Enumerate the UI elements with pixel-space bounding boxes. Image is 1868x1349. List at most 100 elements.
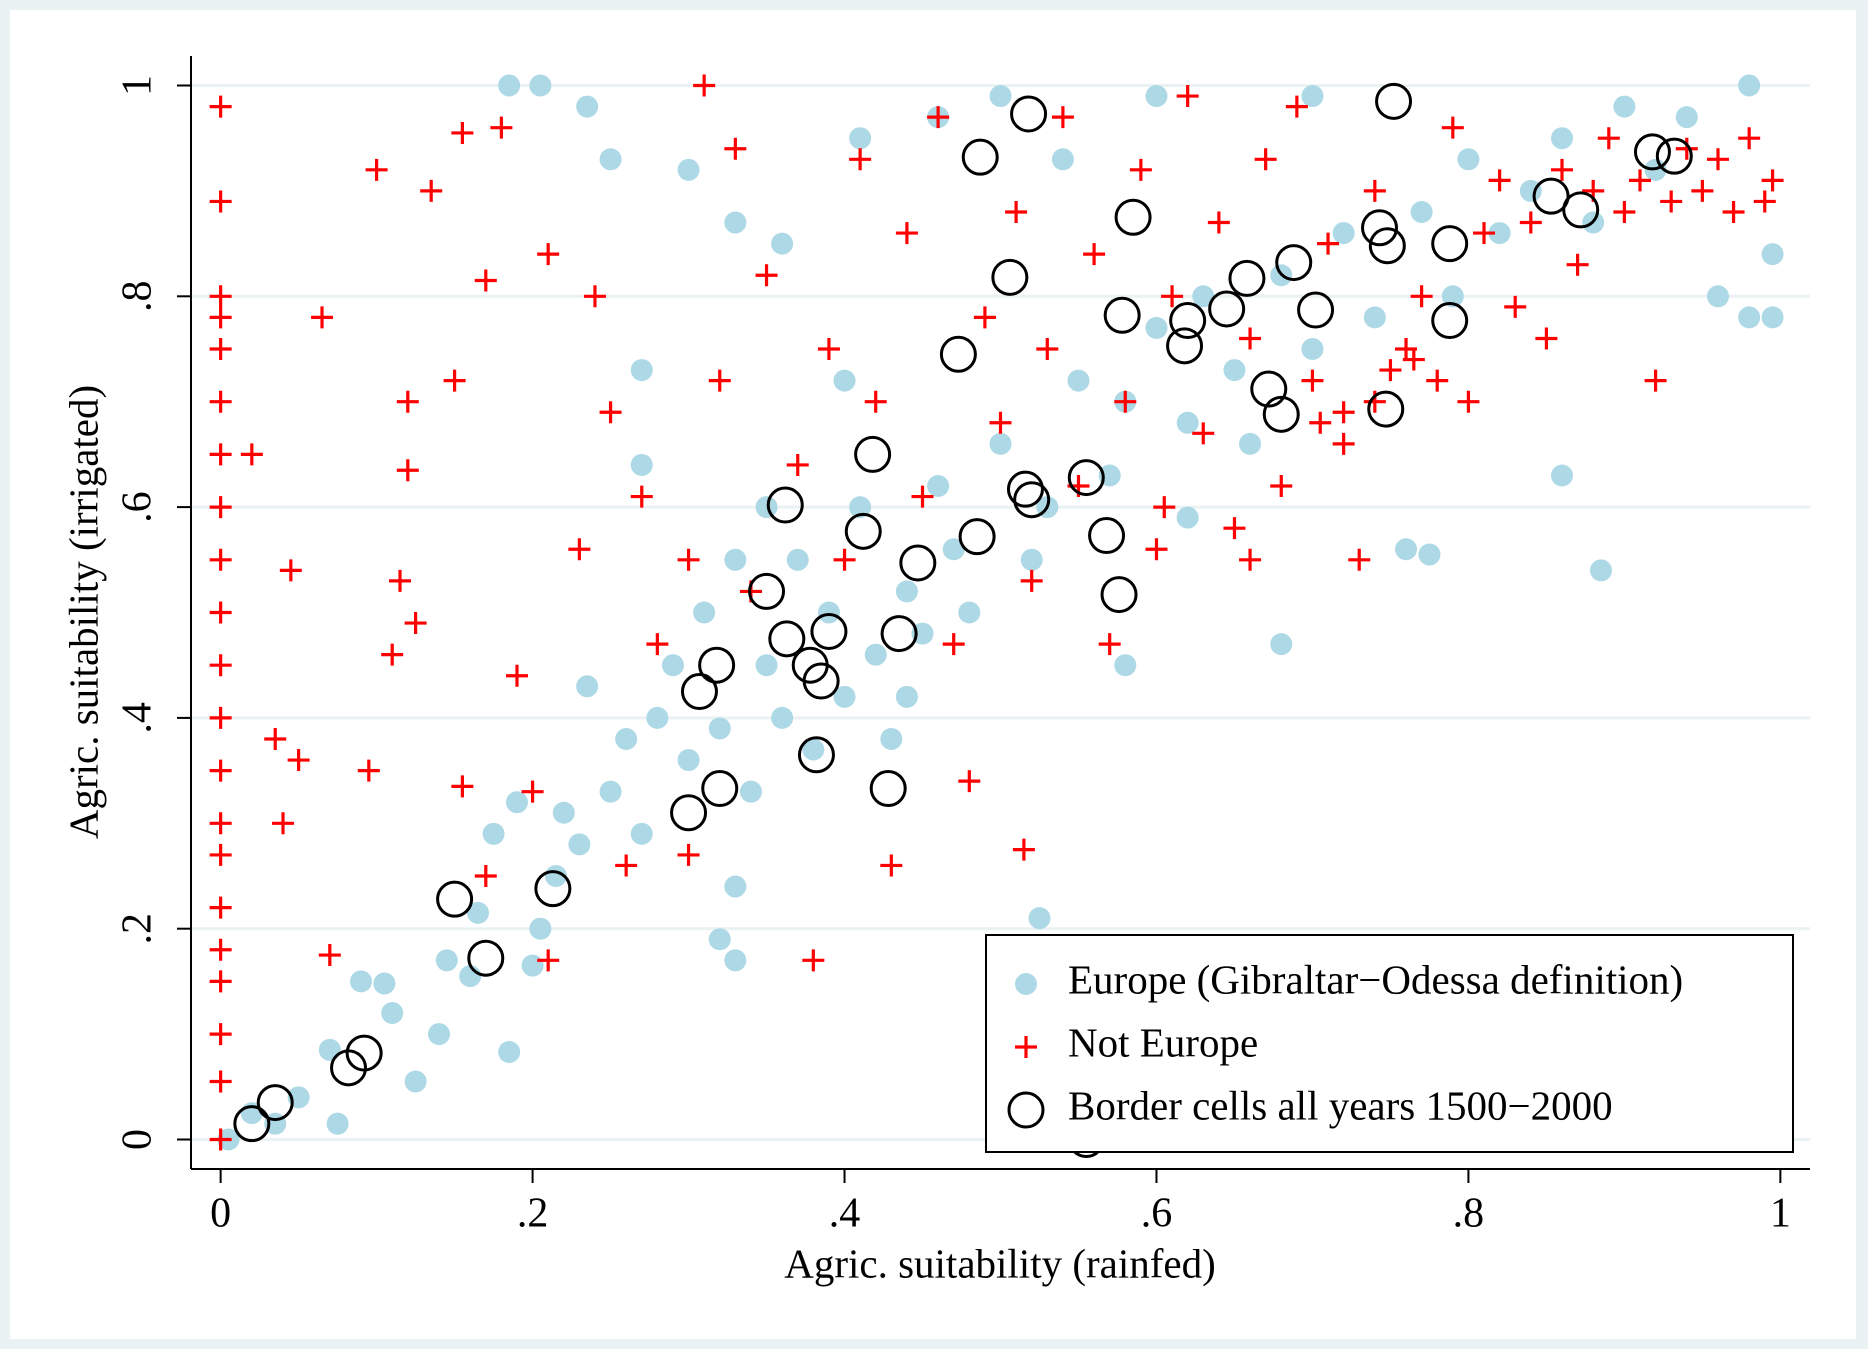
point <box>1270 475 1293 498</box>
point <box>209 654 232 677</box>
plus-marker <box>1535 327 1558 350</box>
point <box>1551 158 1573 181</box>
point <box>1535 327 1558 350</box>
point <box>1644 369 1667 392</box>
point <box>1013 481 1051 519</box>
plus-marker <box>209 285 232 308</box>
point <box>1761 169 1784 192</box>
point <box>1169 302 1207 340</box>
plus-marker <box>1348 548 1371 571</box>
point <box>1368 227 1406 265</box>
plus-marker <box>1660 190 1683 213</box>
point <box>1301 85 1324 108</box>
point <box>1367 390 1405 428</box>
point <box>630 485 653 508</box>
point <box>942 538 965 561</box>
point <box>1441 285 1464 308</box>
point <box>1738 127 1761 150</box>
plus-marker <box>209 390 232 413</box>
point <box>1020 548 1043 571</box>
plus-marker <box>505 664 528 687</box>
plus-marker <box>1706 148 1729 171</box>
y-axis-title: Agric. suitability (irrigated) <box>60 385 106 839</box>
plus-marker <box>1402 348 1425 371</box>
point <box>1332 222 1355 245</box>
point <box>739 780 762 803</box>
point <box>209 496 232 519</box>
point <box>1285 95 1308 118</box>
plus-marker <box>279 559 302 582</box>
x-tick-label: 1 <box>1770 1191 1791 1237</box>
point <box>1301 369 1324 392</box>
plus-marker <box>209 812 232 835</box>
point <box>350 970 373 993</box>
plus-marker <box>404 612 427 635</box>
point <box>1519 211 1542 234</box>
point <box>1254 148 1277 171</box>
plus-marker <box>724 137 747 160</box>
point <box>583 285 606 308</box>
plus-marker <box>209 1023 232 1046</box>
plus-marker <box>1015 1036 1037 1058</box>
point <box>942 633 965 656</box>
plus-marker <box>451 775 474 798</box>
plus-marker <box>209 843 232 866</box>
point <box>1363 179 1386 202</box>
point <box>1088 517 1126 555</box>
point <box>958 601 981 624</box>
plus-marker <box>1254 148 1277 171</box>
point <box>1504 295 1527 318</box>
legend-box <box>985 934 1794 1153</box>
point <box>1722 200 1745 223</box>
plus-marker <box>490 116 513 139</box>
plus-marker <box>1192 422 1215 445</box>
plus-marker <box>209 306 232 329</box>
plus-marker <box>973 306 996 329</box>
point <box>1753 190 1776 213</box>
point <box>989 411 1012 434</box>
point <box>537 949 560 972</box>
point <box>1418 543 1441 566</box>
plus-marker <box>833 548 856 571</box>
point <box>802 738 825 761</box>
point <box>615 727 638 750</box>
point <box>724 949 747 972</box>
plus-marker <box>396 390 419 413</box>
point <box>766 486 804 524</box>
point <box>474 269 497 292</box>
point <box>1532 177 1570 215</box>
point <box>1176 85 1199 108</box>
plus-marker <box>1566 253 1589 276</box>
plus-marker <box>443 369 466 392</box>
point <box>771 706 794 729</box>
point <box>1083 243 1106 266</box>
plus-marker <box>474 864 497 887</box>
plus-marker <box>1504 295 1527 318</box>
point <box>1028 907 1051 930</box>
plus-marker <box>209 654 232 677</box>
plus-marker <box>209 548 232 571</box>
point <box>895 580 918 603</box>
point <box>1361 209 1399 247</box>
point <box>1239 548 1262 571</box>
point <box>1051 148 1074 171</box>
plus-marker <box>1519 211 1542 234</box>
point <box>927 106 950 129</box>
point <box>1488 222 1511 245</box>
point <box>1589 559 1612 582</box>
point <box>708 928 731 951</box>
point <box>677 158 700 181</box>
point <box>1309 411 1332 434</box>
plus-marker <box>209 95 232 118</box>
point <box>1562 191 1600 229</box>
point <box>797 736 835 774</box>
point <box>1228 259 1266 297</box>
plus-marker <box>1722 200 1745 223</box>
point <box>357 759 380 782</box>
point <box>615 854 638 877</box>
point <box>209 443 232 466</box>
point <box>1675 106 1698 129</box>
plus-marker <box>264 727 287 750</box>
plus-marker <box>895 222 918 245</box>
plus-marker <box>1738 127 1761 150</box>
